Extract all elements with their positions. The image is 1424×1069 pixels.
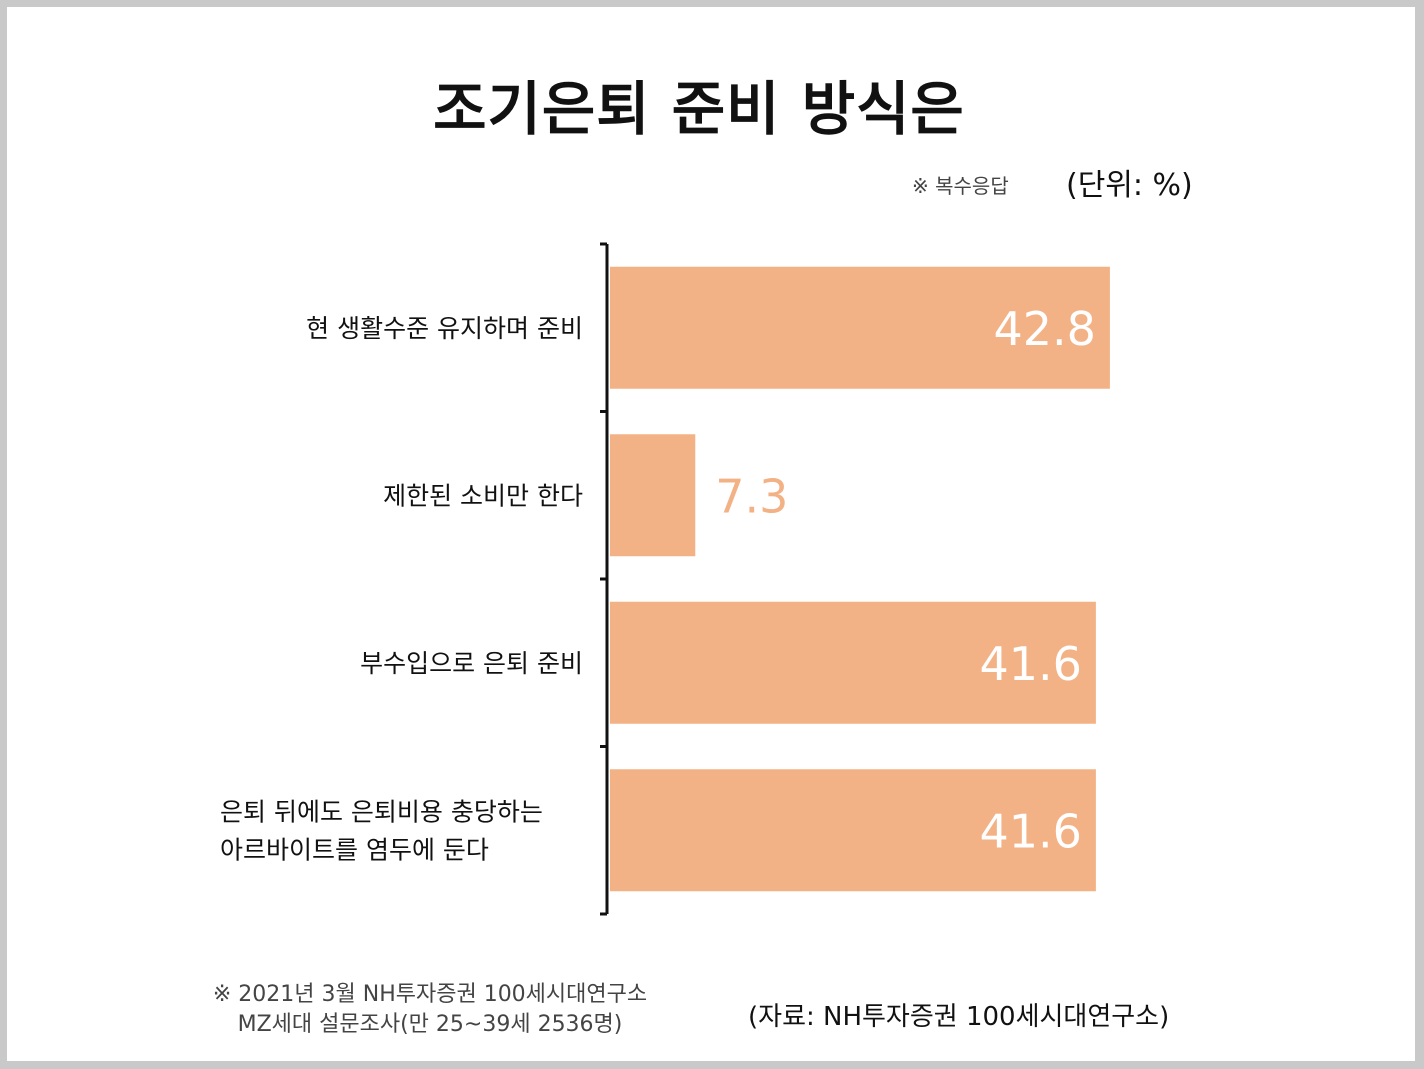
footnote-line-2: MZ세대 설문조사(만 25~39세 2536명) bbox=[237, 1012, 623, 1037]
category-label: 은퇴 뒤에도 은퇴비용 충당하는 bbox=[220, 797, 543, 826]
unit-label: (단위: %) bbox=[1066, 168, 1193, 203]
data-label: 41.6 bbox=[979, 637, 1081, 691]
data-label: 41.6 bbox=[979, 804, 1081, 858]
multiple-response-note: ※ 복수응답 bbox=[912, 174, 1009, 198]
category-label: 부수입으로 은퇴 준비 bbox=[360, 649, 583, 678]
category-label: 현 생활수준 유지하며 준비 bbox=[306, 314, 583, 343]
bar bbox=[610, 266, 1110, 389]
bar bbox=[610, 434, 696, 557]
bar bbox=[610, 769, 1096, 892]
footnote-line-1: ※ 2021년 3월 NH투자증권 100세시대연구소 bbox=[212, 982, 648, 1007]
source-note: (자료: NH투자증권 100세시대연구소) bbox=[748, 1002, 1170, 1032]
category-label: 아르바이트를 염두에 둔다 bbox=[220, 835, 489, 864]
survey-footnote: ※ 2021년 3월 NH투자증권 100세시대연구소 MZ세대 설문조사(만 … bbox=[180, 980, 680, 1040]
category-label: 제한된 소비만 한다 bbox=[383, 481, 583, 510]
bar bbox=[610, 601, 1096, 724]
data-label: 42.8 bbox=[993, 302, 1095, 356]
data-label: 7.3 bbox=[715, 469, 788, 523]
chart-title: 조기은퇴 준비 방식은 bbox=[433, 75, 965, 143]
